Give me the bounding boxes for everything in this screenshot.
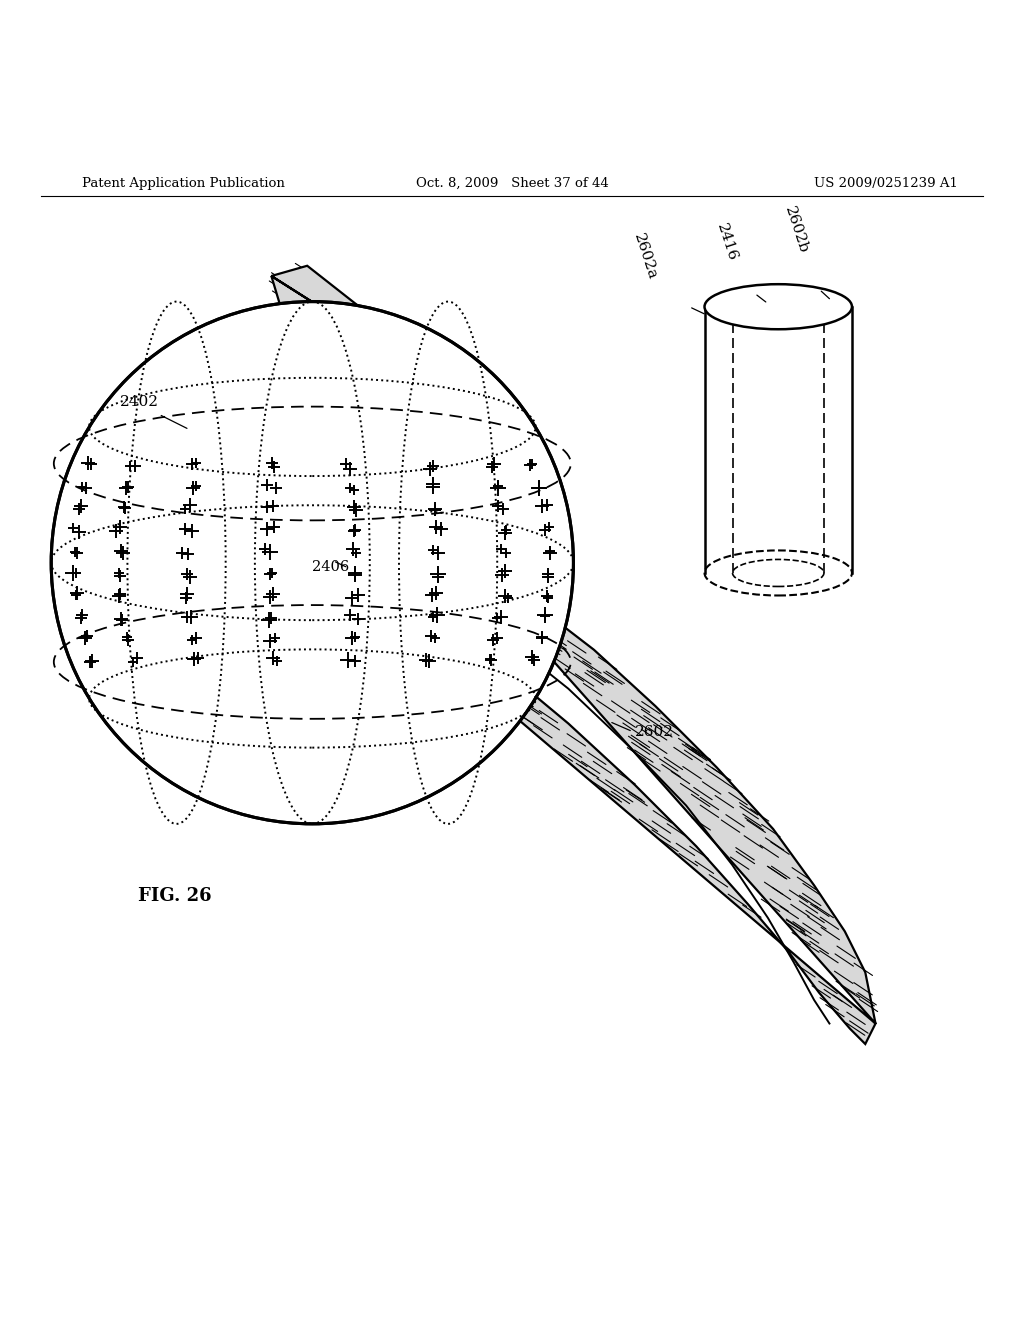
- Text: 2416: 2416: [715, 222, 739, 263]
- Ellipse shape: [705, 284, 852, 329]
- Polygon shape: [394, 562, 876, 1044]
- Circle shape: [51, 301, 573, 824]
- Text: FIG. 26: FIG. 26: [138, 887, 212, 904]
- Text: 2602a: 2602a: [631, 231, 659, 281]
- Text: 2406: 2406: [312, 560, 349, 574]
- Polygon shape: [271, 265, 538, 466]
- Text: Oct. 8, 2009   Sheet 37 of 44: Oct. 8, 2009 Sheet 37 of 44: [416, 177, 608, 190]
- Text: Patent Application Publication: Patent Application Publication: [82, 177, 285, 190]
- Text: 2602b: 2602b: [782, 205, 811, 256]
- Text: 2402: 2402: [120, 395, 159, 409]
- Text: US 2009/0251239 A1: US 2009/0251239 A1: [813, 177, 957, 190]
- Text: 2602: 2602: [635, 725, 674, 739]
